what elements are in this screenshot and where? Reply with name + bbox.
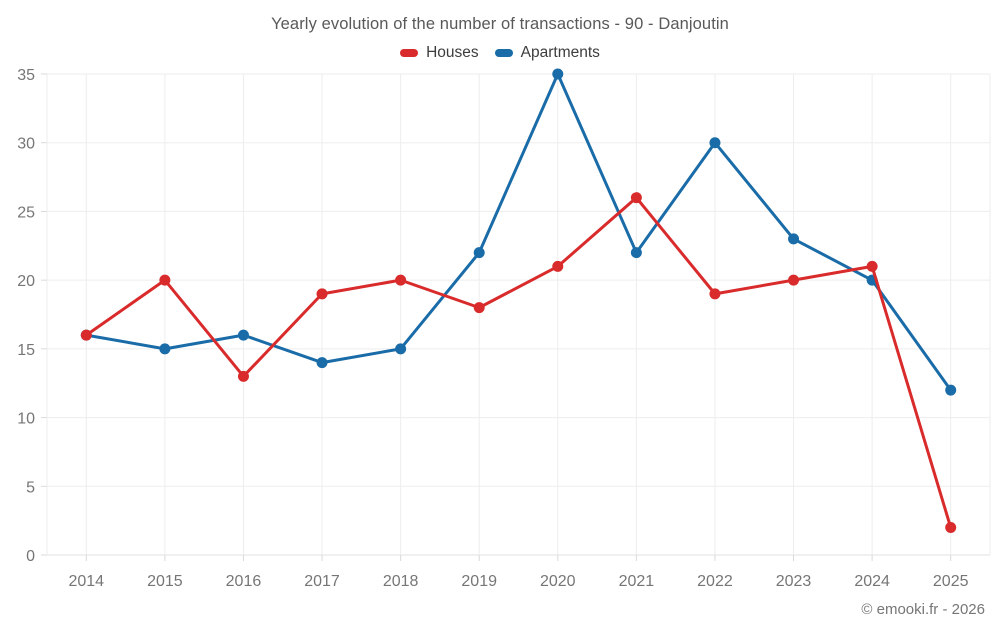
svg-text:35: 35 xyxy=(17,67,35,84)
houses-legend-label: Houses xyxy=(426,44,479,61)
apartments-series-swatch-icon xyxy=(494,49,513,57)
svg-text:30: 30 xyxy=(17,136,35,153)
svg-text:2021: 2021 xyxy=(619,573,655,590)
svg-text:20: 20 xyxy=(17,273,35,290)
svg-text:2024: 2024 xyxy=(854,573,890,590)
svg-text:2016: 2016 xyxy=(226,573,262,590)
svg-text:2017: 2017 xyxy=(304,573,340,590)
svg-text:25: 25 xyxy=(17,204,35,221)
svg-text:2020: 2020 xyxy=(540,573,576,590)
legend-item-houses[interactable]: Houses xyxy=(400,44,479,62)
chart-title: Yearly evolution of the number of transa… xyxy=(271,15,729,33)
svg-text:2023: 2023 xyxy=(776,573,812,590)
copyright-footer: © emooki.fr - 2026 xyxy=(861,601,985,618)
chart-legend: Houses Apartments xyxy=(0,44,1000,62)
houses-series-swatch-icon xyxy=(400,49,419,57)
svg-text:2019: 2019 xyxy=(461,573,497,590)
svg-text:0: 0 xyxy=(26,548,35,565)
legend-item-apartments[interactable]: Apartments xyxy=(494,44,600,62)
svg-text:5: 5 xyxy=(26,479,35,496)
svg-text:15: 15 xyxy=(17,342,35,359)
svg-text:2014: 2014 xyxy=(68,573,104,590)
svg-text:2022: 2022 xyxy=(697,573,733,590)
svg-text:2018: 2018 xyxy=(383,573,419,590)
svg-text:2015: 2015 xyxy=(147,573,183,590)
svg-text:2025: 2025 xyxy=(933,573,969,590)
apartments-legend-label: Apartments xyxy=(520,44,600,61)
svg-text:10: 10 xyxy=(17,411,35,428)
